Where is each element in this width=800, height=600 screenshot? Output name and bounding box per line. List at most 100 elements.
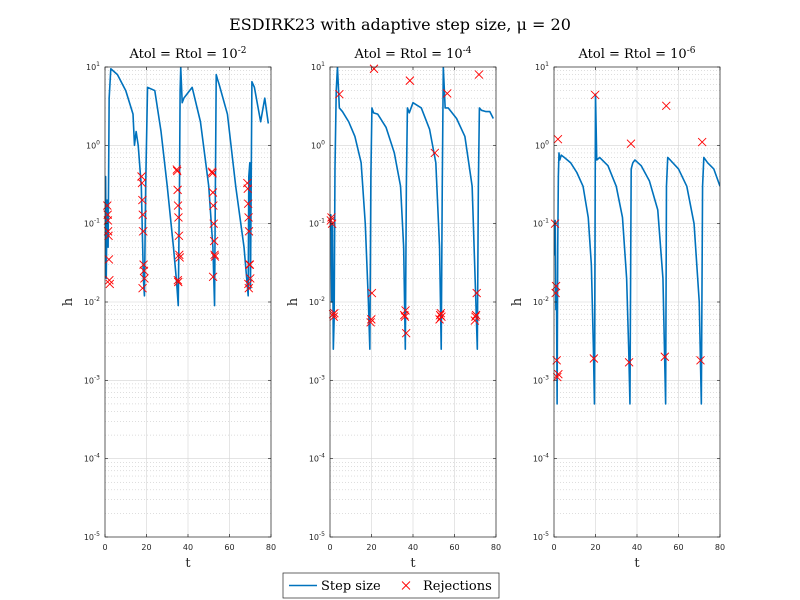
subplot-title-text: Atol = Rtol = 10 [353,47,462,62]
rejection-stroke [366,318,375,327]
y-tick-exp: 0 [545,139,549,146]
x-tick-label: 60 [673,543,683,552]
x-tick-label: 0 [102,543,107,552]
y-tick-label: 10-2 [84,296,100,307]
x-tick-label: 20 [590,543,600,552]
x-axis-label: t [185,556,191,571]
rejection-marker [173,275,183,285]
rejection-stroke [436,308,446,318]
y-tick-exp: -2 [319,296,325,303]
rejection-marker [551,288,560,298]
rejection-marker [210,252,220,261]
y-tick-exp: 0 [96,139,100,146]
x-tick-label: 20 [366,543,376,552]
subplot-title-exp: -6 [687,46,696,56]
legend-reject-label: Rejections [423,579,492,594]
rejection-stroke [660,352,670,362]
rejection-marker [105,279,115,289]
rejection-marker [405,76,415,85]
y-tick-label: 10-4 [533,453,549,464]
step-size-line [554,93,720,405]
rejection-marker [472,288,482,298]
rejection-stroke [245,274,255,283]
figure-title: ESDIRK23 with adaptive step size, μ = 20 [229,15,571,34]
rejection-stroke [208,168,217,178]
y-tick-base: 10 [84,455,94,464]
rejection-stroke [174,231,184,241]
rejection-stroke [401,306,410,315]
rejection-marker [244,279,253,289]
rejection-stroke [329,312,339,321]
y-tick-exp: -3 [543,374,549,381]
rejection-marker [172,166,182,176]
y-tick-exp: -1 [94,218,100,225]
rejection-marker [553,134,563,144]
rejection-stroke [105,279,115,289]
y-tick-exp: -4 [543,453,549,460]
rejection-stroke [589,354,599,363]
rejection-stroke [210,250,219,260]
rejection-stroke [400,312,410,321]
y-tick-base: 10 [311,63,321,72]
rejection-marker [626,139,636,148]
y-tick-label: 10-4 [309,453,325,464]
rejection-stroke [471,310,481,320]
rejection-marker [175,253,185,262]
rejection-marker [553,372,562,382]
rejection-marker [210,250,219,260]
y-tick-base: 10 [535,141,545,150]
rejection-marker [696,356,705,365]
y-tick-label: 101 [311,61,325,72]
rejection-marker [329,312,339,321]
rejection-stroke [175,253,185,262]
rejection-marker [209,236,219,246]
x-tick-label: 40 [408,543,418,552]
rejection-stroke [137,178,147,188]
rejection-marker [369,64,379,74]
rejection-stroke [551,288,560,298]
subplot-title-exp: -2 [238,46,247,56]
y-axis-label: h [61,297,76,306]
rejection-stroke [138,210,148,220]
y-tick-label: 10-5 [84,531,100,542]
rejection-stroke [105,275,114,285]
rejection-stroke [551,281,561,291]
rejection-marker [624,357,634,367]
rejection-stroke [140,274,149,283]
rejection-marker [208,188,218,197]
y-tick-label: 10-5 [533,531,549,542]
y-tick-exp: -5 [94,531,100,538]
rejection-stroke [172,166,182,176]
x-tick-label: 80 [715,543,725,552]
legend-box [282,572,500,599]
rejection-stroke [470,316,480,325]
rejection-marker [366,318,375,327]
y-tick-base: 10 [84,533,94,542]
y-tick-label: 100 [311,139,325,150]
rejection-marker [471,312,480,321]
rejection-marker [140,274,149,283]
y-tick-label: 10-2 [309,296,325,307]
x-tick-label: 40 [183,543,193,552]
rejection-marker [138,283,147,293]
rejection-marker [209,219,219,228]
rejection-marker [367,288,377,298]
rejection-marker [471,310,481,320]
rejection-marker [137,172,146,181]
rejection-marker [244,213,253,222]
y-tick-label: 100 [535,139,549,150]
rejection-marker [554,369,563,379]
y-tick-exp: -2 [94,296,100,303]
rejection-stroke [472,288,482,298]
rejection-stroke [366,315,376,324]
y-tick-label: 10-1 [309,218,325,229]
rejection-marker [208,272,218,282]
rejection-stroke [326,216,336,225]
y-tick-exp: -3 [319,374,325,381]
rejection-stroke [554,369,563,379]
rejection-stroke [173,277,183,287]
y-tick-label: 10-3 [84,374,100,385]
